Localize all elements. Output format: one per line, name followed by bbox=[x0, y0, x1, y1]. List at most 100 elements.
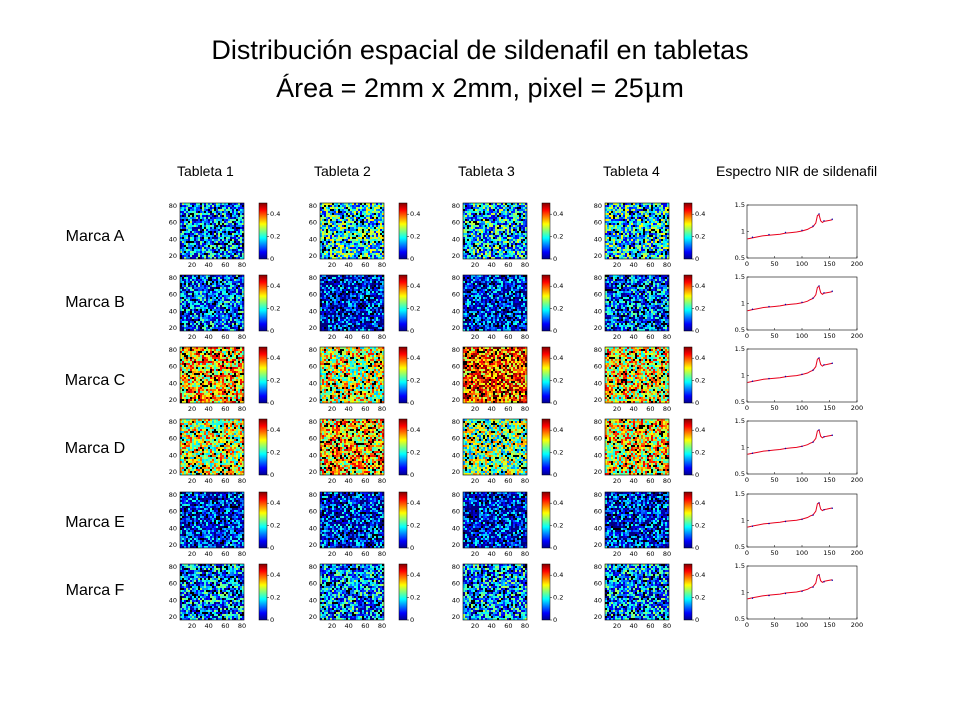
heatmap-cell bbox=[621, 203, 623, 205]
heatmap-cell bbox=[485, 221, 487, 223]
heatmap-cell bbox=[182, 285, 184, 287]
heatmap-cell bbox=[366, 235, 368, 237]
heatmap-cell bbox=[465, 227, 467, 229]
heatmap-cell bbox=[513, 239, 515, 241]
heatmap-cell bbox=[238, 209, 240, 211]
heatmap-cell bbox=[208, 215, 210, 217]
heatmap-cell bbox=[184, 299, 186, 301]
heatmap-cell bbox=[338, 319, 340, 321]
heatmap-cell bbox=[611, 219, 613, 221]
heatmap-cell bbox=[196, 217, 198, 219]
heatmap-cell bbox=[232, 299, 234, 301]
heatmap-cell bbox=[366, 297, 368, 299]
heatmap-cell bbox=[376, 285, 378, 287]
heatmap-cell bbox=[505, 249, 507, 251]
heatmap-cell bbox=[206, 305, 208, 307]
heatmap-cell bbox=[649, 217, 651, 219]
heatmap-cell bbox=[487, 277, 489, 279]
heatmap-cell bbox=[475, 217, 477, 219]
heatmap-cell bbox=[511, 219, 513, 221]
heatmap-cell bbox=[374, 243, 376, 245]
heatmap-cell bbox=[188, 317, 190, 319]
heatmap-cell bbox=[649, 229, 651, 231]
heatmap-cell bbox=[641, 247, 643, 249]
heatmap-cell bbox=[192, 221, 194, 223]
heatmap-cell bbox=[190, 207, 192, 209]
heatmap-cell bbox=[230, 299, 232, 301]
heatmap-cell bbox=[230, 249, 232, 251]
heatmap-cell bbox=[346, 237, 348, 239]
heatmap-cell bbox=[224, 283, 226, 285]
heatmap-cell bbox=[366, 231, 368, 233]
heatmap-cell bbox=[519, 231, 521, 233]
heatmap-cell bbox=[342, 287, 344, 289]
heatmap-cell bbox=[483, 235, 485, 237]
heatmap-cell bbox=[238, 243, 240, 245]
heatmap-cell bbox=[647, 203, 649, 205]
heatmap-cell bbox=[200, 239, 202, 241]
heatmap-cell bbox=[625, 237, 627, 239]
heatmap-cell bbox=[376, 229, 378, 231]
heatmap-cell bbox=[216, 249, 218, 251]
heatmap-cell bbox=[479, 239, 481, 241]
heatmap-cell bbox=[182, 235, 184, 237]
heatmap-cell bbox=[511, 237, 513, 239]
heatmap-cell bbox=[378, 283, 380, 285]
heatmap-cell bbox=[479, 281, 481, 283]
heatmap-cell bbox=[346, 203, 348, 205]
heatmap-cell bbox=[214, 253, 216, 255]
heatmap-cell bbox=[204, 317, 206, 319]
heatmap-cell bbox=[475, 205, 477, 207]
heatmap-cell bbox=[236, 217, 238, 219]
heatmap-cell bbox=[338, 245, 340, 247]
heatmap-cell bbox=[330, 233, 332, 235]
heatmap-cell bbox=[661, 233, 663, 235]
heatmap-cell bbox=[240, 241, 242, 243]
heatmap-cell bbox=[519, 219, 521, 221]
heatmap-cell bbox=[222, 207, 224, 209]
heatmap-cell bbox=[342, 211, 344, 213]
heatmap-cell bbox=[324, 243, 326, 245]
heatmap-cell bbox=[352, 243, 354, 245]
heatmap-cell bbox=[655, 243, 657, 245]
heatmap-cell bbox=[344, 321, 346, 323]
heatmap-cell bbox=[647, 213, 649, 215]
heatmap-cell bbox=[336, 229, 338, 231]
heatmap-cell bbox=[230, 225, 232, 227]
heatmap-cell bbox=[236, 225, 238, 227]
heatmap-cell bbox=[631, 247, 633, 249]
heatmap-cell bbox=[639, 249, 641, 251]
heatmap-cell bbox=[240, 303, 242, 305]
heatmap-cell bbox=[493, 207, 495, 209]
heatmap-cell bbox=[242, 251, 244, 253]
heatmap-cell bbox=[471, 233, 473, 235]
heatmap-cell bbox=[515, 253, 517, 255]
heatmap-cell bbox=[493, 277, 495, 279]
heatmap-cell bbox=[509, 207, 511, 209]
heatmap-cell bbox=[242, 307, 244, 309]
heatmap-cell bbox=[340, 281, 342, 283]
heatmap-cell bbox=[517, 243, 519, 245]
heatmap-cell bbox=[186, 235, 188, 237]
heatmap-cell bbox=[495, 203, 497, 205]
heatmap-cell bbox=[242, 223, 244, 225]
heatmap-cell bbox=[489, 207, 491, 209]
heatmap-cell bbox=[629, 219, 631, 221]
heatmap-cell bbox=[182, 289, 184, 291]
heatmap-cell bbox=[521, 251, 523, 253]
heatmap-cell bbox=[609, 205, 611, 207]
heatmap-cell bbox=[238, 207, 240, 209]
heatmap-cell bbox=[515, 213, 517, 215]
heatmap-cell bbox=[489, 217, 491, 219]
heatmap-cell bbox=[364, 301, 366, 303]
heatmap-cell bbox=[635, 233, 637, 235]
heatmap-cell bbox=[493, 255, 495, 257]
heatmap-cell bbox=[216, 299, 218, 301]
heatmap-cell bbox=[208, 219, 210, 221]
heatmap-cell bbox=[376, 319, 378, 321]
heatmap-cell bbox=[194, 221, 196, 223]
heatmap-cell bbox=[338, 219, 340, 221]
heatmap-cell bbox=[324, 289, 326, 291]
heatmap-cell bbox=[613, 251, 615, 253]
heatmap-cell bbox=[613, 239, 615, 241]
